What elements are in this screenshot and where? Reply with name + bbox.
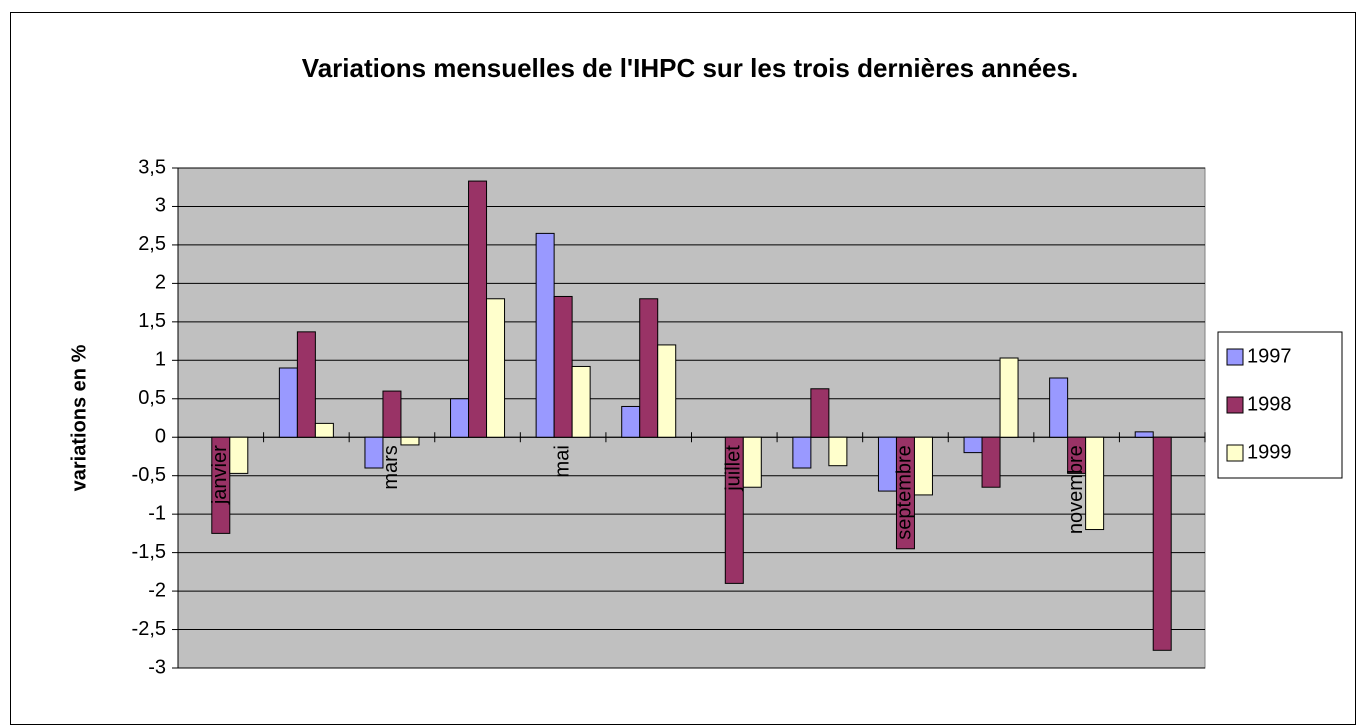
bar [1049,377,1069,438]
bar [535,232,555,438]
y-tick-label: 2,5 [138,233,166,255]
y-tick-label: -2,5 [132,618,166,640]
bar [211,436,231,534]
bar [553,295,573,438]
bar [742,436,762,488]
legend-label: 1998 [1247,393,1292,415]
x-tick-label: mai [551,445,573,477]
bar [1152,436,1172,651]
y-tick-label: 2 [155,272,166,294]
bar [963,436,983,454]
x-tick-label: septembre [894,445,916,540]
x-tick-label: janvier [209,445,231,505]
legend-label: 1997 [1247,345,1292,367]
y-tick-label: 0,5 [138,387,166,409]
bar [382,390,402,438]
bar [278,367,298,438]
y-tick-label: -1,5 [132,541,166,563]
bar [657,344,677,438]
bar [1085,436,1105,531]
bar [1134,431,1154,438]
y-tick-label: 1 [155,349,166,371]
y-tick-label: 3 [155,195,166,217]
bar [724,436,744,584]
bar [364,436,384,469]
y-tick-label: -2 [148,579,166,601]
y-tick-label: 1,5 [138,310,166,332]
bar [450,398,470,438]
bar [621,405,641,438]
bar [913,436,933,496]
y-tick-label: -3 [148,656,166,678]
legend-swatch [1226,396,1244,414]
x-tick-label: novembre [1065,445,1087,534]
y-tick-label: 0 [155,426,166,448]
y-tick-label: -1 [148,502,166,524]
bar [981,436,1001,488]
plot-area [177,167,1206,669]
bar [468,180,488,438]
y-axis-title: variations en % [68,344,90,491]
legend-label: 1999 [1247,441,1292,463]
chart-title: Variations mensuelles de l'IHPC sur les … [302,53,1078,83]
bar [639,298,659,438]
y-tick-label: 3,5 [138,156,166,178]
bar [296,331,316,438]
bar [400,436,420,446]
bar [810,388,830,438]
y-tick-label: -0,5 [132,464,166,486]
bar [314,422,334,438]
legend-swatch [1226,348,1244,366]
x-tick-label: juillet [723,445,745,492]
legend-swatch [1226,444,1244,462]
bar [792,436,812,469]
bar [999,357,1019,438]
bar [486,298,506,438]
bar [571,365,591,438]
bar [828,436,848,467]
bar [229,436,249,474]
x-tick-label: mars [380,445,402,489]
